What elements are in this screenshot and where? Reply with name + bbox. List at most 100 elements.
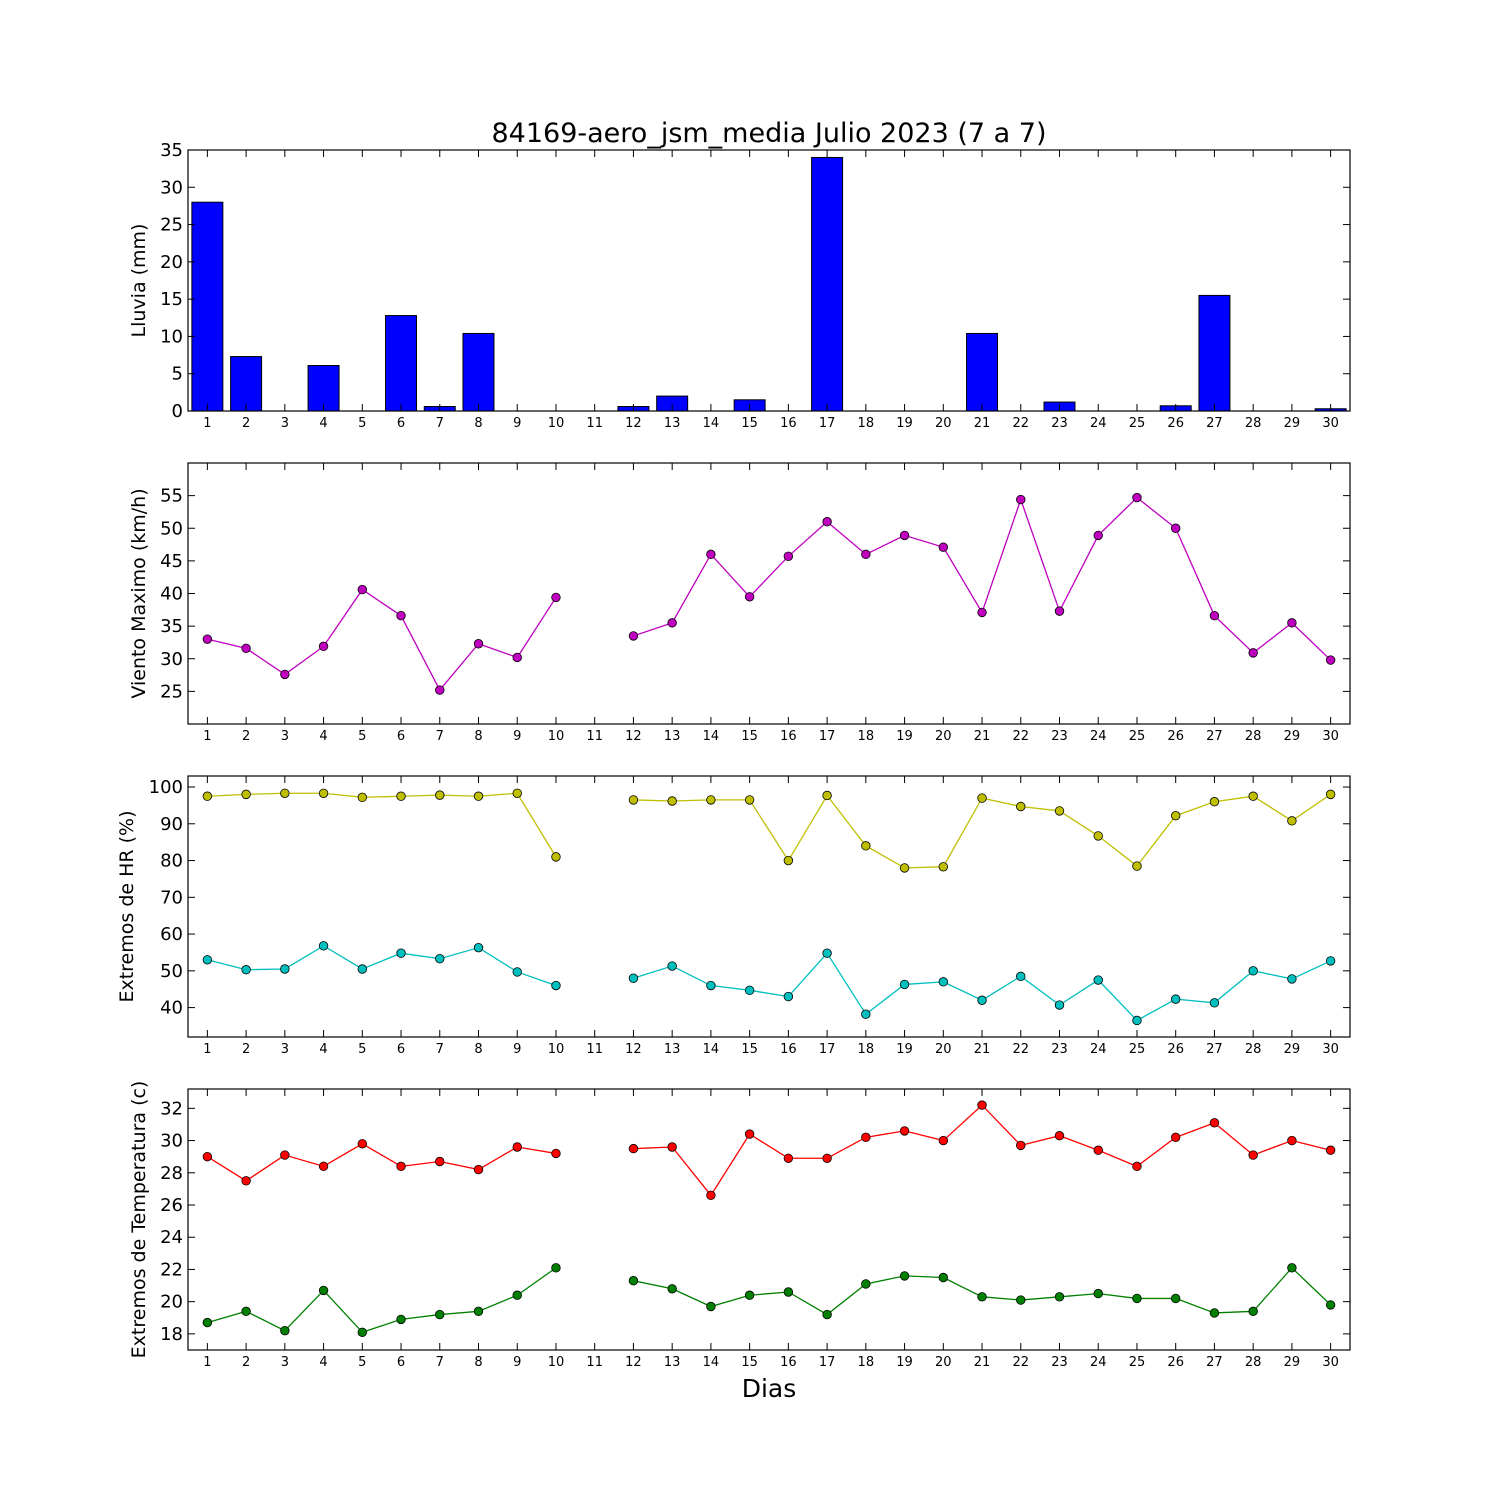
x-tick-label: 2: [242, 1042, 250, 1057]
series-1-point-day-16: [783, 855, 794, 866]
series-1-point-day-26: [1170, 811, 1181, 821]
series-2-point-day-17: [822, 1309, 832, 1320]
x-tick-label: 22: [1012, 1042, 1029, 1057]
x-tick-label: 12: [625, 1042, 642, 1057]
x-tick-label: 16: [780, 729, 797, 744]
x-tick-label: 28: [1245, 729, 1262, 744]
series-1-point-day-30: [1325, 655, 1336, 665]
series-1-line-2: [633, 793, 1332, 869]
series-2-point-day-7: [435, 1309, 445, 1320]
series-1-line-2: [633, 1104, 1331, 1197]
series-2-point-day-29: [1287, 974, 1297, 984]
series-1-point-day-9: [512, 652, 522, 663]
y-axis-label: Extremos de HR (%): [116, 810, 138, 1002]
x-tick-label: 24: [1090, 1355, 1107, 1370]
series-2-point-day-2: [241, 1306, 251, 1317]
x-tick-label: 30: [1322, 729, 1339, 744]
series-1-point-day-22: [1016, 801, 1026, 812]
y-axis-label: Viento Maximo (km/h): [128, 488, 150, 698]
y-tick-label: 22: [160, 1259, 183, 1280]
x-tick-label: 17: [819, 1355, 836, 1370]
x-tick-label: 17: [819, 1042, 836, 1057]
axes-frame: [187, 149, 1351, 412]
x-tick-label: 9: [513, 1042, 521, 1057]
y-tick-label: 25: [160, 215, 183, 236]
y-tick-label: 5: [172, 364, 183, 385]
x-tick-label: 20: [935, 1355, 952, 1370]
series-1-point-day-17: [822, 517, 832, 527]
bar-day-8: [462, 332, 495, 412]
series-1-point-day-19: [899, 530, 910, 541]
bar-day-1: [191, 201, 224, 412]
x-tick-label: 30: [1322, 416, 1339, 431]
series-1-point-day-8: [473, 1164, 484, 1175]
series-1-point-day-15: [744, 795, 755, 805]
x-tick-label: 11: [586, 416, 603, 431]
x-tick-label: 5: [358, 1042, 366, 1057]
series-1-point-day-24: [1093, 831, 1103, 841]
series-1-point-day-23: [1054, 806, 1065, 816]
series-1-point-day-15: [744, 592, 755, 602]
x-tick-label: 11: [586, 729, 603, 744]
x-tick-label: 18: [858, 416, 875, 431]
series-2-point-day-21: [977, 1292, 987, 1302]
series-1-line-1: [207, 588, 557, 692]
x-tick-label: 1: [203, 1042, 211, 1057]
series-2-point-day-23: [1054, 1000, 1065, 1010]
series-2-line-2: [633, 952, 1331, 1022]
x-tick-label: 24: [1090, 1042, 1107, 1057]
x-tick-label: 6: [397, 729, 405, 744]
series-2-point-day-18: [861, 1009, 871, 1019]
series-1-point-day-14: [706, 549, 716, 560]
series-2-point-day-26: [1170, 994, 1181, 1004]
x-tick-label: 16: [780, 1042, 797, 1057]
series-1-point-day-16: [783, 1153, 794, 1163]
series-1-point-day-9: [512, 788, 522, 798]
series-1-line-2: [633, 496, 1332, 661]
y-tick-label: 40: [160, 584, 183, 605]
x-tick-label: 5: [358, 729, 366, 744]
series-1-point-day-8: [473, 791, 484, 801]
series-1-point-day-7: [435, 685, 445, 695]
series-1-point-day-10: [551, 1148, 561, 1159]
x-tick-label: 28: [1245, 1355, 1262, 1370]
bar-day-6: [385, 315, 418, 412]
x-tick-label: 9: [513, 729, 521, 744]
series-2-point-day-20: [938, 1272, 949, 1283]
bar-day-17: [811, 156, 844, 412]
series-1-point-day-21: [977, 793, 987, 803]
series-1-point-day-20: [938, 542, 949, 552]
x-tick-label: 24: [1090, 729, 1107, 744]
series-2-point-day-6: [396, 948, 406, 958]
x-tick-label: 6: [397, 1042, 405, 1057]
series-2-line-1: [207, 945, 557, 987]
x-tick-label: 12: [625, 416, 642, 431]
series-2-point-day-12: [628, 973, 639, 983]
series-2-point-day-3: [280, 964, 290, 974]
x-tick-label: 7: [436, 416, 444, 431]
series-1-point-day-4: [318, 788, 329, 798]
x-tick-label: 8: [474, 416, 482, 431]
x-tick-label: 21: [974, 729, 991, 744]
y-tick-label: 15: [160, 289, 183, 310]
x-tick-label: 21: [974, 1355, 991, 1370]
series-1-point-day-18: [861, 841, 871, 851]
series-2-point-day-8: [473, 1306, 484, 1317]
x-tick-label: 5: [358, 1355, 366, 1370]
x-tick-label: 25: [1129, 729, 1146, 744]
series-1-point-day-28: [1248, 791, 1258, 801]
x-tick-label: 26: [1167, 1042, 1184, 1057]
x-tick-label: 22: [1012, 1355, 1029, 1370]
series-1-point-day-24: [1093, 1145, 1103, 1155]
series-2-point-day-5: [357, 964, 368, 974]
x-tick-label: 14: [703, 416, 720, 431]
x-tick-label: 26: [1167, 416, 1184, 431]
series-2-point-day-3: [280, 1325, 290, 1336]
series-2-point-day-24: [1093, 1288, 1103, 1299]
y-tick-label: 20: [160, 1292, 183, 1313]
series-2-point-day-27: [1209, 1308, 1220, 1318]
series-2-line-2: [633, 1266, 1332, 1316]
series-1-point-day-23: [1054, 1131, 1065, 1141]
series-1-point-day-16: [783, 551, 794, 562]
